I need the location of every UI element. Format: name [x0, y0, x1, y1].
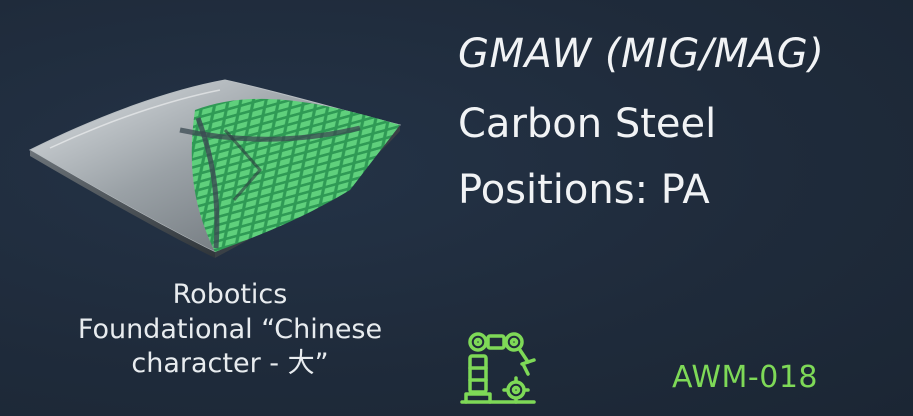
welded-plate-illustration: [20, 70, 410, 260]
welding-process-title: GMAW (MIG/MAG): [458, 31, 825, 77]
material-label: Carbon Steel: [458, 101, 717, 147]
course-code: AWM-018: [672, 360, 819, 395]
positions-label: Positions: PA: [458, 167, 710, 213]
robot-arm-icon: [458, 326, 538, 406]
caption-line-3: character - 大”: [131, 348, 329, 380]
caption-line-2: Foundational “Chinese: [77, 313, 383, 345]
description-caption: Robotics Foundational “Chinese character…: [0, 278, 460, 382]
caption-line-1: Robotics: [172, 279, 288, 310]
